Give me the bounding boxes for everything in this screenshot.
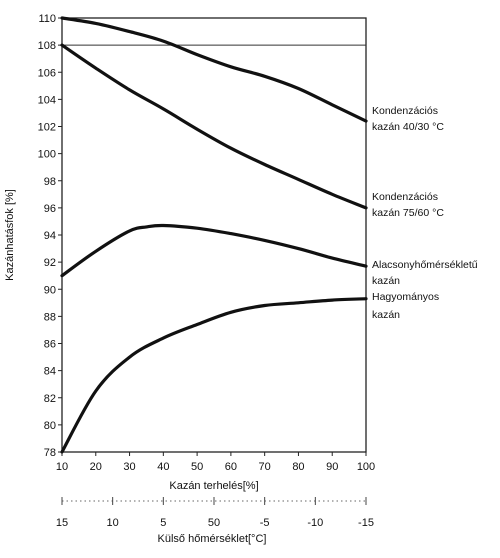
x-tick-label: 50 (191, 461, 203, 473)
x-tick-label: 30 (123, 461, 135, 473)
chart-series-labels: Kondenzációs kazán 40/30 °C Kondenzációs ka… (372, 105, 478, 321)
x2-axis-label: Külső hőmérséklet[°C] (158, 533, 267, 545)
y-tick-label: 108 (38, 40, 56, 52)
y-tick-label: 86 (44, 339, 56, 351)
y-tick-label: 78 (44, 447, 56, 459)
y-tick-label: 96 (44, 203, 56, 215)
chart-axes: 78 80 82 84 86 88 90 92 94 96 98 100 102 104 106 108 110… (38, 13, 376, 529)
x2-tick-label: 10 (107, 517, 119, 529)
y-tick-label: 94 (44, 230, 56, 242)
y-tick-label: 82 (44, 393, 56, 405)
y-tick-label: 100 (38, 149, 56, 161)
x-tick-label: 80 (292, 461, 304, 473)
y-tick-label: 88 (44, 311, 56, 323)
series-line-4 (60, 297, 368, 454)
series-label-4: Hagyományos (372, 291, 439, 303)
series-label-2: kazán 75/60 °C (372, 207, 444, 219)
series-line-1 (60, 16, 368, 123)
x-tick-label: 10 (56, 461, 68, 473)
x2-tick-label: 50 (208, 517, 220, 529)
series-line-3 (60, 223, 368, 278)
y-tick-label: 110 (38, 13, 56, 25)
series-line-2 (60, 43, 368, 210)
y-tick-label: 92 (44, 257, 56, 269)
y-tick-label: 90 (44, 284, 56, 296)
y-tick-label: 104 (38, 94, 56, 106)
x-tick-label: 40 (157, 461, 169, 473)
x2-tick-label: -10 (307, 517, 323, 529)
y-tick-label: 106 (38, 67, 56, 79)
y-tick-label: 98 (44, 176, 56, 188)
series-label-3: kazán (372, 275, 400, 287)
y-tick-label: 80 (44, 420, 56, 432)
x2-tick-label: 15 (56, 517, 68, 529)
series-label-2: Kondenzációs (372, 191, 438, 203)
x2-tick-label: -5 (260, 517, 270, 529)
x2-tick-label: -15 (358, 517, 374, 529)
y-axis-label: Kazánhatásfok [%] (4, 189, 16, 281)
x-tick-label: 60 (225, 461, 237, 473)
series-label-4: kazán (372, 309, 400, 321)
series-label-1: Kondenzációs (372, 105, 438, 117)
x-tick-label: 90 (326, 461, 338, 473)
series-label-3: Alacsonyhőmérsékletű (372, 259, 478, 271)
x-tick-label: 70 (259, 461, 271, 473)
series-label-1: kazán 40/30 °C (372, 121, 444, 133)
x-tick-label: 20 (90, 461, 102, 473)
x-tick-label: 100 (357, 461, 375, 473)
y-tick-label: 84 (44, 366, 56, 378)
x2-tick-label: 5 (160, 517, 166, 529)
chart-series-layer (60, 16, 368, 454)
x-axis-label: Kazán terhelés[%] (169, 480, 258, 492)
plot-frame (61, 17, 367, 453)
y-tick-label: 102 (38, 122, 56, 134)
